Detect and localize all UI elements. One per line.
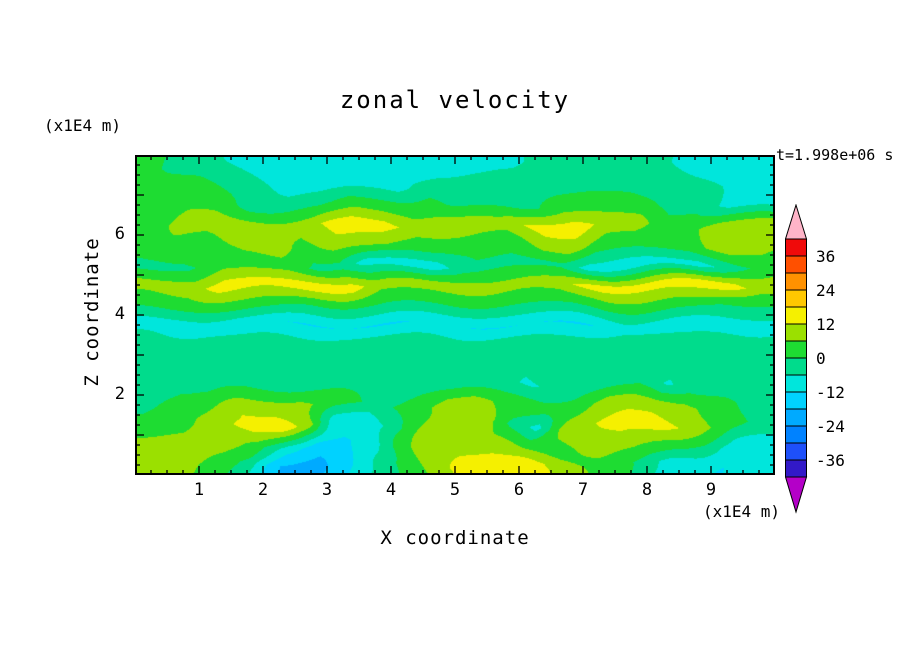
colorbar-tick-label: 0	[816, 349, 826, 368]
colorbar-svg: 36 24 12 0 -12 -24 -36	[784, 203, 845, 514]
colorbar-tick-label: -24	[816, 417, 845, 436]
y-tick-label: 4	[114, 304, 125, 324]
x-tick-label: 1	[193, 480, 205, 500]
colorbar-tick-label: -12	[816, 383, 845, 402]
y-tick-label: 6	[114, 224, 125, 244]
colorbar-tick-label: 24	[816, 281, 835, 300]
colorbar-tick-label: -36	[816, 451, 845, 470]
y-tick-label: 2	[114, 384, 125, 404]
x-tick-label: 9	[705, 480, 717, 500]
x-tick-label: 5	[449, 480, 461, 500]
x-tick-label: 8	[641, 480, 653, 500]
colorbar: 36 24 12 0 -12 -24 -36	[784, 203, 904, 520]
colorbar-tick-label: 12	[816, 315, 835, 334]
x-tick-label: 3	[321, 480, 333, 500]
x-tick-label: 7	[577, 480, 589, 500]
heatmap-canvas	[135, 155, 775, 475]
colorbar-tick-label: 36	[816, 247, 835, 266]
axis-ticks	[135, 155, 775, 475]
x-tick-label: 2	[257, 480, 269, 500]
y-axis-unit-label: (x1E4 m)	[44, 116, 122, 135]
chart-title: zonal velocity	[339, 86, 571, 114]
plot-area	[135, 155, 775, 475]
x-tick-label: 6	[513, 480, 525, 500]
x-axis-unit-label: (x1E4 m)	[702, 502, 780, 521]
timestamp-label: t=1.998e+06 s	[776, 146, 894, 164]
x-tick-label: 4	[385, 480, 397, 500]
x-axis-title: X coordinate	[380, 527, 530, 549]
